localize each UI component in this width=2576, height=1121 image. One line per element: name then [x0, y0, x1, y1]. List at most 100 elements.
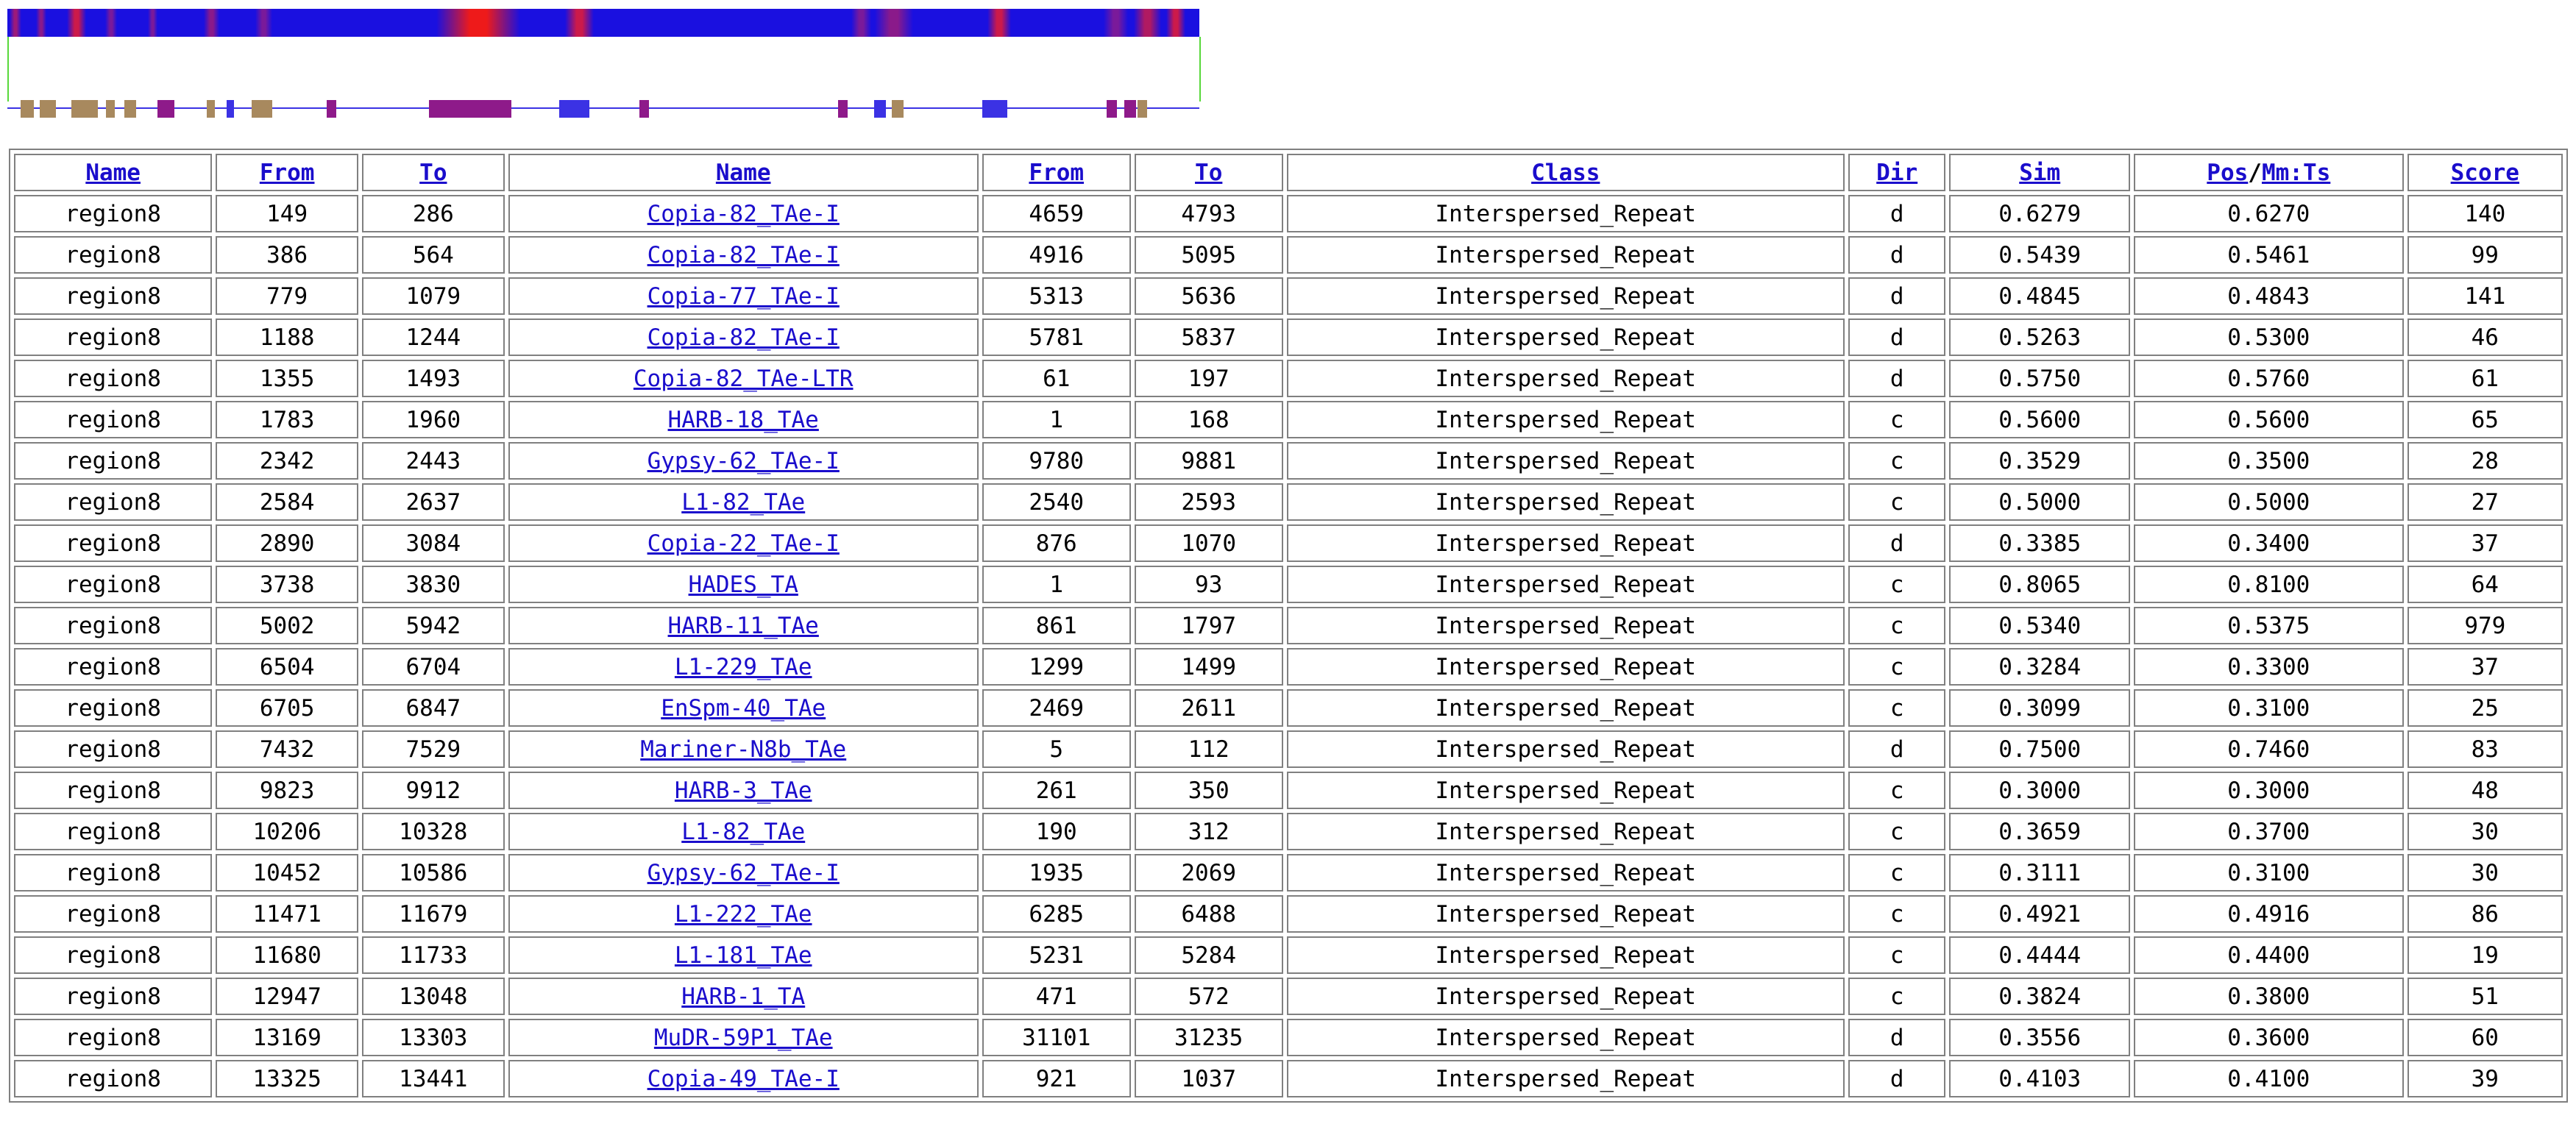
cell-repeat-to: 197 — [1134, 360, 1283, 397]
cell-dir: c — [1848, 936, 1946, 974]
repeat-name-link[interactable]: Copia-22_TAe-I — [647, 530, 840, 557]
cell-class: Interspersed_Repeat — [1286, 978, 1845, 1015]
cell-repeat-to: 5636 — [1134, 277, 1283, 315]
repeat-feature-block — [206, 100, 215, 118]
cell-repeat-to: 168 — [1134, 401, 1283, 438]
cell-sim: 0.5000 — [1949, 483, 2130, 521]
repeat-name-link[interactable]: MuDR-59P1_TAe — [653, 1024, 833, 1051]
cell-repeat-name: HARB-18_TAe — [508, 401, 979, 438]
cell-repeat-name: Copia-49_TAe-I — [508, 1060, 979, 1097]
repeat-feature-block — [1106, 100, 1118, 118]
sort-by-score-link[interactable]: Score — [2450, 159, 2519, 186]
repeat-name-link[interactable]: Gypsy-62_TAe-I — [647, 859, 840, 886]
cell-repeat-from: 2469 — [982, 689, 1131, 727]
table-row: region8 2342 2443 Gypsy-62_TAe-I 9780 9881 Int… — [14, 442, 2563, 480]
sort-by-from-link[interactable]: From — [259, 159, 315, 186]
table-row: region8 10206 10328 L1-82_TAe 190 312 Interspe… — [14, 813, 2563, 850]
cell-repeat-from: 1299 — [982, 648, 1131, 686]
cell-repeat-to: 2611 — [1134, 689, 1283, 727]
cell-repeat-from: 1 — [982, 566, 1131, 603]
repeat-feature-block — [106, 100, 115, 118]
cell-pos-mmts: 0.5000 — [2133, 483, 2404, 521]
sort-by-name-link[interactable]: Name — [85, 159, 141, 186]
heat-band — [255, 9, 272, 37]
repeat-name-link[interactable]: L1-82_TAe — [681, 818, 806, 845]
table-row: region8 2584 2637 L1-82_TAe 2540 2593 Interspe… — [14, 483, 2563, 521]
cell-score: 37 — [2407, 648, 2563, 686]
cell-name: region8 — [14, 236, 213, 274]
repeat-name-link[interactable]: Copia-77_TAe-I — [647, 282, 840, 310]
repeat-name-link[interactable]: HARB-1_TA — [681, 983, 806, 1010]
sort-by-class-link[interactable]: Class — [1531, 159, 1600, 186]
sort-by-mmts-link[interactable]: Mm:Ts — [2261, 159, 2331, 186]
cell-repeat-to: 4793 — [1134, 195, 1283, 232]
repeat-name-link[interactable]: Copia-82_TAe-I — [647, 241, 840, 268]
cell-from: 13325 — [216, 1060, 358, 1097]
cell-score: 99 — [2407, 236, 2563, 274]
repeat-name-link[interactable]: Gypsy-62_TAe-I — [647, 447, 840, 474]
col-header-repeat-name: Name — [508, 154, 979, 191]
cell-dir: d — [1848, 1060, 1946, 1097]
table-row: region8 1783 1960 HARB-18_TAe 1 168 Interspers… — [14, 401, 2563, 438]
heat-band — [148, 9, 158, 37]
repeat-name-link[interactable]: HARB-18_TAe — [667, 406, 819, 433]
cell-repeat-to: 1797 — [1134, 607, 1283, 644]
cell-class: Interspersed_Repeat — [1286, 277, 1845, 315]
table-row: region8 13169 13303 MuDR-59P1_TAe 31101 31235… — [14, 1019, 2563, 1056]
repeat-name-link[interactable]: Copia-82_TAe-I — [647, 200, 840, 227]
cell-repeat-from: 61 — [982, 360, 1131, 397]
cell-repeat-name: Mariner-N8b_TAe — [508, 730, 979, 768]
repeat-name-link[interactable]: HARB-3_TAe — [674, 777, 812, 804]
repeat-name-link[interactable]: Copia-82_TAe-I — [647, 324, 840, 351]
cell-name: region8 — [14, 978, 213, 1015]
cell-repeat-from: 9780 — [982, 442, 1131, 480]
sort-by-sim-link[interactable]: Sim — [2019, 159, 2061, 186]
cell-score: 46 — [2407, 318, 2563, 356]
table-row: region8 13325 13441 Copia-49_TAe-I 921 1037 In… — [14, 1060, 2563, 1097]
cell-class: Interspersed_Repeat — [1286, 813, 1845, 850]
sort-by-repeat-name-link[interactable]: Name — [715, 159, 771, 186]
sort-by-pos-link[interactable]: Pos — [2207, 159, 2249, 186]
repeat-name-link[interactable]: Copia-49_TAe-I — [647, 1065, 840, 1092]
repeat-name-link[interactable]: L1-222_TAe — [674, 900, 812, 928]
cell-from: 6504 — [216, 648, 358, 686]
cell-pos-mmts: 0.5461 — [2133, 236, 2404, 274]
cell-repeat-name: Copia-22_TAe-I — [508, 524, 979, 562]
repeat-name-link[interactable]: L1-181_TAe — [674, 942, 812, 969]
cell-pos-mmts: 0.8100 — [2133, 566, 2404, 603]
sort-by-dir-link[interactable]: Dir — [1876, 159, 1918, 186]
repeat-name-link[interactable]: Mariner-N8b_TAe — [640, 736, 847, 763]
cell-class: Interspersed_Repeat — [1286, 936, 1845, 974]
sort-by-to-link[interactable]: To — [419, 159, 447, 186]
cell-score: 25 — [2407, 689, 2563, 727]
cell-sim: 0.3000 — [1949, 772, 2130, 809]
repeat-name-link[interactable]: Copia-82_TAe-LTR — [633, 365, 854, 392]
cell-score: 60 — [2407, 1019, 2563, 1056]
cell-repeat-from: 4916 — [982, 236, 1131, 274]
sort-by-repeat-from-link[interactable]: From — [1029, 159, 1085, 186]
cell-pos-mmts: 0.3300 — [2133, 648, 2404, 686]
table-row: region8 10452 10586 Gypsy-62_TAe-I 1935 2069 I… — [14, 854, 2563, 892]
cell-pos-mmts: 0.4400 — [2133, 936, 2404, 974]
cell-to: 1244 — [361, 318, 505, 356]
cell-name: region8 — [14, 730, 213, 768]
cell-to: 3084 — [361, 524, 505, 562]
cell-to: 6704 — [361, 648, 505, 686]
cell-repeat-name: L1-229_TAe — [508, 648, 979, 686]
repeat-name-link[interactable]: HADES_TA — [688, 571, 798, 598]
cell-repeat-name: L1-82_TAe — [508, 483, 979, 521]
table-row: region8 6705 6847 EnSpm-40_TAe 2469 2611 Inter… — [14, 689, 2563, 727]
cell-repeat-name: Gypsy-62_TAe-I — [508, 442, 979, 480]
repeat-name-link[interactable]: HARB-11_TAe — [667, 612, 819, 639]
repeat-feature-block — [873, 100, 886, 118]
cell-to: 564 — [361, 236, 505, 274]
sort-by-repeat-to-link[interactable]: To — [1195, 159, 1223, 186]
cell-sim: 0.3659 — [1949, 813, 2130, 850]
table-row: region8 12947 13048 HARB-1_TA 471 572 Interspe… — [14, 978, 2563, 1015]
table-row: region8 11471 11679 L1-222_TAe 6285 6488 Inter… — [14, 895, 2563, 933]
repeat-name-link[interactable]: L1-229_TAe — [674, 653, 812, 680]
repeat-feature-block — [639, 100, 649, 118]
repeat-name-link[interactable]: EnSpm-40_TAe — [661, 694, 826, 722]
repeat-name-link[interactable]: L1-82_TAe — [681, 488, 806, 516]
cell-repeat-to: 1037 — [1134, 1060, 1283, 1097]
